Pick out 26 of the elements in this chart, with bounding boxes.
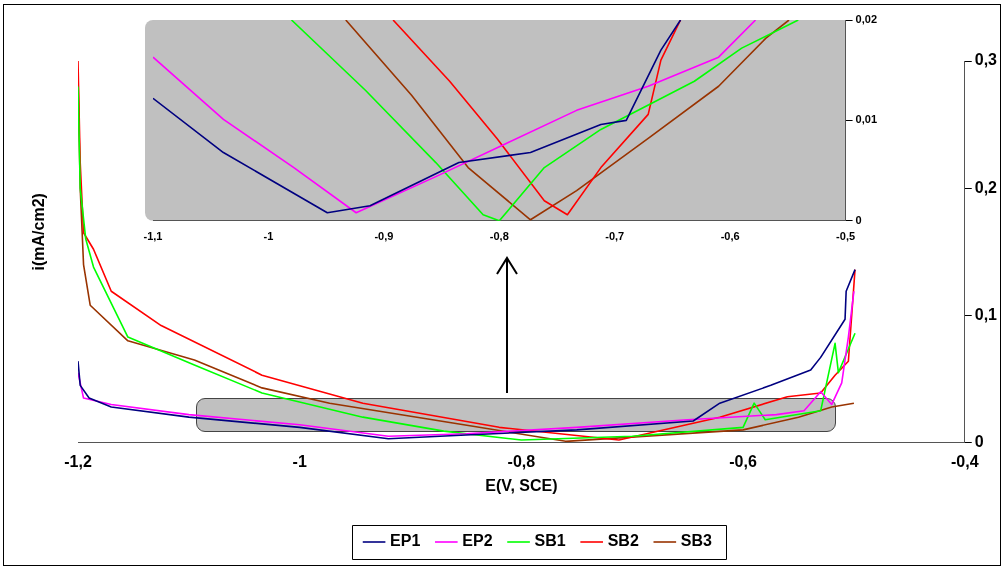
y-tick-label: 0,3 bbox=[974, 51, 998, 69]
y-tick-label: 0 bbox=[855, 213, 862, 226]
legend-label: EP1 bbox=[390, 532, 421, 550]
x-tick-label: -0,8 bbox=[507, 452, 536, 470]
x-tick-label: -1,2 bbox=[64, 452, 92, 470]
legend-label: SB3 bbox=[680, 532, 713, 550]
x-tick-label: -0,4 bbox=[950, 452, 979, 470]
y-tick-label: 0,2 bbox=[974, 178, 998, 196]
x-axis-title: E(V, SCE) bbox=[485, 476, 558, 494]
x-tick-label: -0,9 bbox=[374, 230, 394, 243]
x-tick-label: -0,8 bbox=[489, 230, 509, 243]
x-tick-label: -0,6 bbox=[729, 452, 757, 470]
legend-label: SB2 bbox=[607, 532, 639, 550]
y-tick-label: 0 bbox=[974, 433, 984, 451]
y-axis-title: i(mA/cm2) bbox=[30, 193, 48, 271]
y-tick-label: 0,1 bbox=[974, 305, 998, 323]
legend-label: SB1 bbox=[534, 532, 566, 550]
legend-label: EP2 bbox=[462, 532, 493, 550]
x-tick-label: -1 bbox=[292, 452, 307, 470]
y-tick-label: 0,01 bbox=[855, 113, 878, 126]
x-tick-label: -1 bbox=[263, 230, 274, 243]
x-tick-label: -1,1 bbox=[143, 230, 163, 243]
x-tick-label: -0,5 bbox=[836, 230, 856, 243]
x-tick-label: -0,6 bbox=[720, 230, 740, 243]
y-tick-label: 0,02 bbox=[855, 13, 878, 26]
x-tick-label: -0,7 bbox=[605, 230, 625, 243]
